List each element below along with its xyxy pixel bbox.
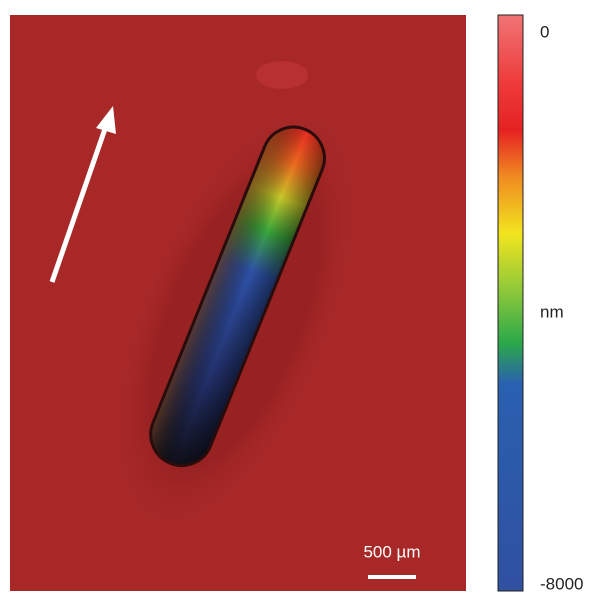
groove-shade — [150, 127, 325, 466]
arrow-head — [96, 106, 116, 134]
arrow-shaft — [49, 125, 109, 283]
groove — [149, 125, 326, 467]
direction-arrow — [49, 106, 116, 283]
colorbar-tick-label: -8000 — [540, 574, 583, 593]
colorbar-tick-label: 0 — [540, 22, 549, 41]
groove-edge — [149, 125, 326, 467]
scale-bar-label: 500 µm — [363, 542, 420, 561]
colorbar-label: nm — [540, 302, 564, 321]
colorbar — [497, 14, 524, 592]
bump — [256, 61, 308, 89]
height-map: 500 µm — [10, 15, 466, 591]
